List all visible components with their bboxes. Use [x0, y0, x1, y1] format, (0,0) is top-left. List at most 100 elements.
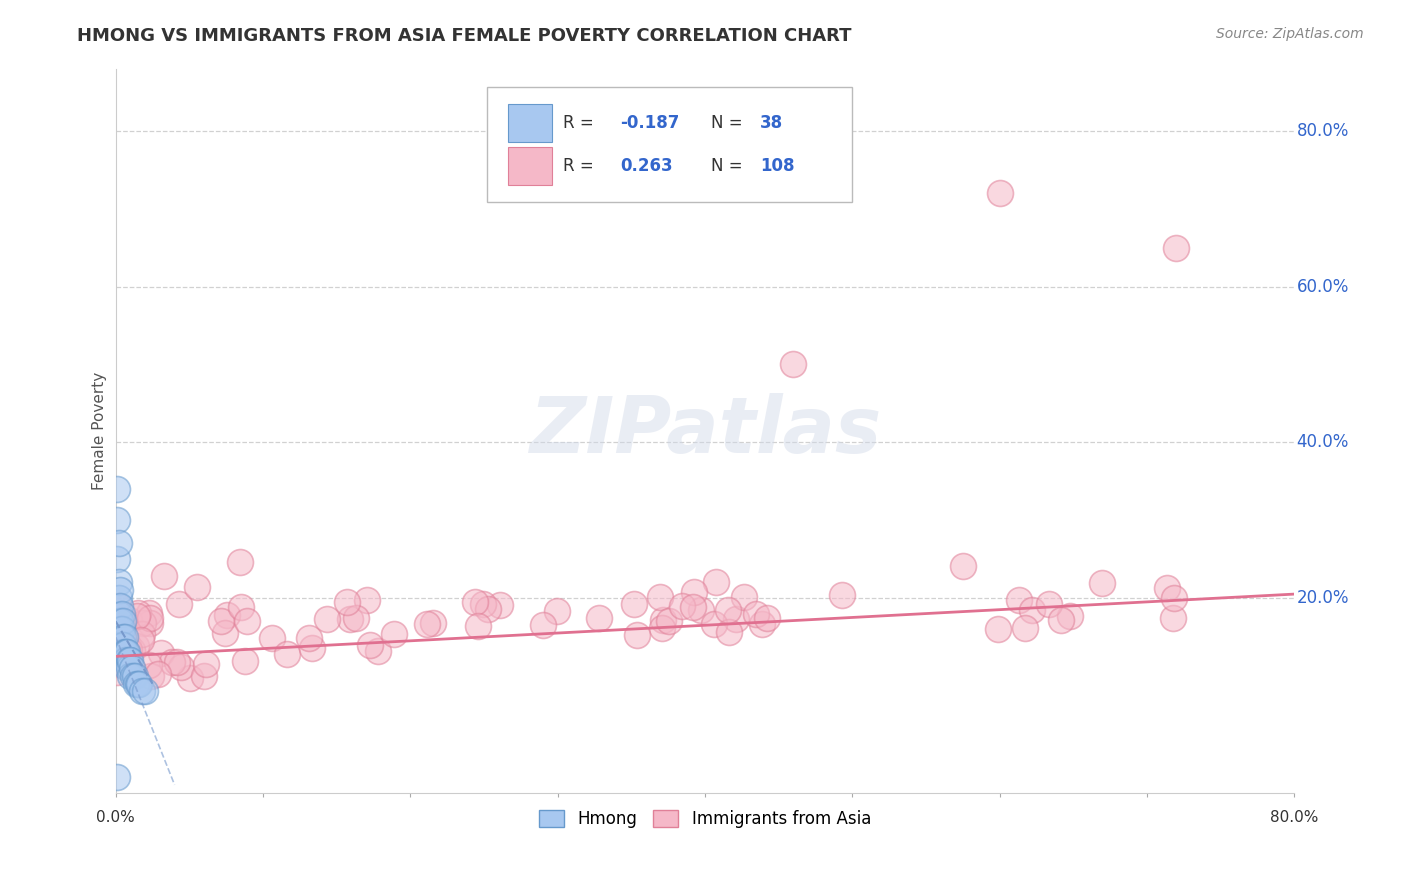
Point [1166, 241, 1188, 255]
Text: N =: N = [711, 114, 748, 132]
Point [114, 630, 136, 644]
Point [1050, 613, 1073, 627]
Point [115, 653, 138, 667]
Point [146, 667, 169, 681]
Point [467, 618, 489, 632]
Text: R =: R = [564, 157, 599, 176]
Point [131, 684, 153, 698]
Point [105, 513, 128, 527]
Text: 108: 108 [761, 157, 794, 176]
Point [682, 599, 704, 614]
Point [121, 661, 143, 675]
Point [105, 665, 128, 680]
Point [129, 633, 152, 648]
Point [131, 627, 153, 641]
Point [108, 583, 131, 598]
Point [122, 664, 145, 678]
Point [745, 607, 768, 621]
Point [344, 611, 367, 625]
Point [118, 613, 141, 627]
Point [651, 621, 673, 635]
Point [658, 614, 681, 628]
Point [336, 595, 359, 609]
Point [546, 604, 568, 618]
Point [623, 597, 645, 611]
Point [186, 580, 208, 594]
Point [626, 628, 648, 642]
Point [166, 656, 188, 670]
Point [153, 569, 176, 583]
Point [683, 585, 706, 599]
Point [464, 594, 486, 608]
Point [588, 611, 610, 625]
Point [276, 647, 298, 661]
Point [193, 669, 215, 683]
Point [107, 591, 129, 605]
Point [118, 643, 141, 657]
Point [233, 654, 256, 668]
Point [214, 626, 236, 640]
Point [831, 589, 853, 603]
Point [986, 622, 1008, 636]
Point [1038, 597, 1060, 611]
Point [179, 671, 201, 685]
Point [367, 644, 389, 658]
Point [209, 614, 232, 628]
Point [117, 661, 139, 675]
Point [112, 646, 135, 660]
Point [114, 646, 136, 660]
Point [1021, 603, 1043, 617]
Point [139, 669, 162, 683]
Point [110, 608, 132, 623]
Text: 20.0%: 20.0% [1296, 589, 1348, 607]
Point [194, 657, 217, 671]
Point [167, 597, 190, 611]
Point [117, 638, 139, 652]
Point [105, 482, 128, 496]
Point [127, 676, 149, 690]
Point [422, 615, 444, 630]
Point [105, 552, 128, 566]
Point [112, 615, 135, 629]
Point [127, 607, 149, 621]
Point [489, 599, 512, 613]
Point [301, 640, 323, 655]
Point [359, 638, 381, 652]
Point [651, 613, 673, 627]
Point [112, 630, 135, 644]
Point [112, 613, 135, 627]
Point [704, 575, 727, 590]
Point [717, 603, 740, 617]
Point [128, 676, 150, 690]
Point [105, 770, 128, 784]
Point [132, 616, 155, 631]
Point [782, 358, 804, 372]
Text: 40.0%: 40.0% [1296, 434, 1348, 451]
Point [112, 620, 135, 634]
Point [110, 613, 132, 627]
Point [1091, 576, 1114, 591]
Point [1156, 581, 1178, 595]
Text: 0.0%: 0.0% [96, 810, 135, 825]
Text: -0.187: -0.187 [620, 114, 679, 132]
FancyBboxPatch shape [508, 147, 551, 186]
Point [111, 615, 134, 630]
Point [111, 629, 134, 643]
Point [111, 613, 134, 627]
Point [108, 635, 131, 649]
Point [125, 639, 148, 653]
Text: N =: N = [711, 157, 748, 176]
Point [138, 658, 160, 673]
Point [108, 622, 131, 636]
Point [1008, 593, 1031, 607]
Point [115, 646, 138, 660]
Point [138, 615, 160, 630]
Text: 0.263: 0.263 [620, 157, 672, 176]
Point [114, 631, 136, 645]
Point [725, 612, 748, 626]
Point [134, 684, 156, 698]
Point [110, 622, 132, 636]
Point [260, 631, 283, 645]
Text: 80.0%: 80.0% [1270, 810, 1319, 825]
Point [110, 638, 132, 652]
